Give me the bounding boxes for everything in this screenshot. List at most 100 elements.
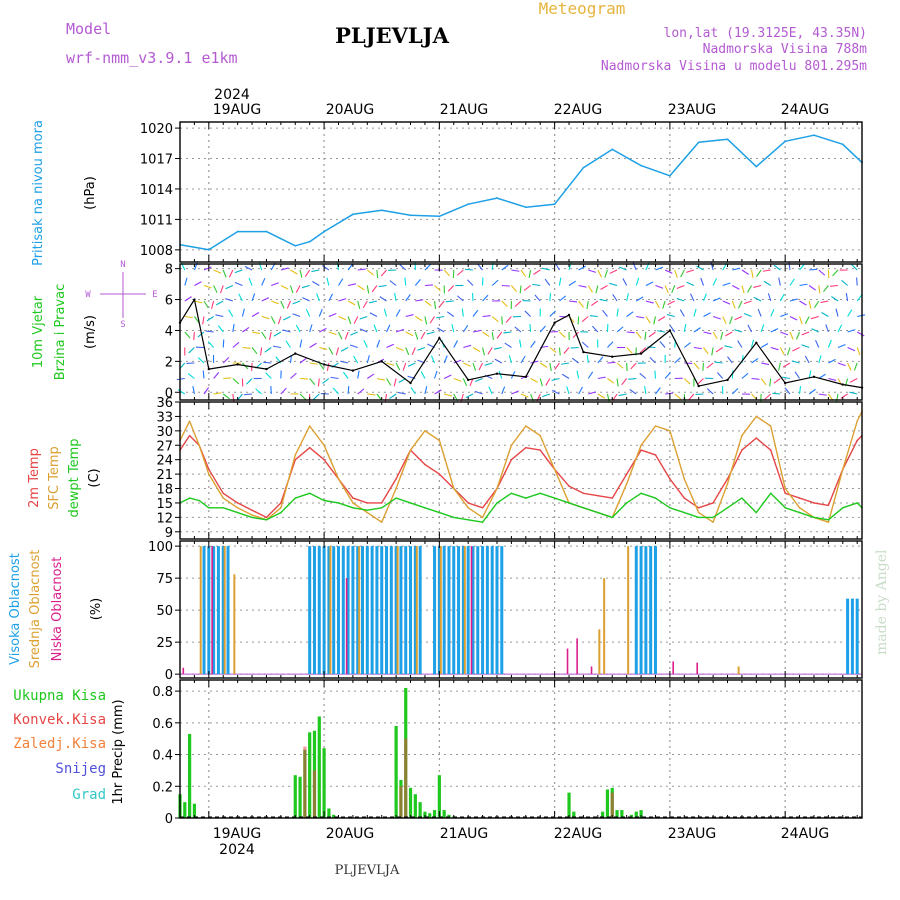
wind-arrow: [732, 267, 741, 271]
wind-arrow: [528, 269, 532, 278]
wind-arrow: [501, 300, 508, 308]
wind-arrow: [335, 347, 340, 356]
pressure-point: [697, 141, 700, 144]
temp-sfc-point: [188, 420, 191, 423]
wind-arrow: [700, 277, 705, 286]
wind-speed-point: [639, 352, 643, 355]
precip-convective-bar: [610, 792, 614, 818]
wind-arrow: [434, 285, 441, 292]
temp-2m-point: [294, 458, 297, 461]
wind-arrow: [544, 278, 551, 286]
temp-2m-point: [625, 473, 628, 475]
wind-arrow: [514, 326, 522, 333]
temp-2m-point: [568, 485, 570, 487]
wind-arrow: [821, 312, 829, 317]
temp-dewpt-point: [280, 511, 282, 514]
wind-arrow: [770, 308, 775, 317]
precip-total-bar: [639, 810, 643, 818]
temp-2m-point: [510, 458, 513, 461]
y-tick-label: 0: [165, 386, 173, 401]
wind-arrow: [261, 277, 266, 286]
wind-arrow: [328, 312, 337, 318]
wind-arrow: [263, 361, 272, 364]
pressure-point: [726, 138, 729, 141]
wind-arrow: [600, 285, 608, 290]
wind-arrow: [671, 285, 676, 294]
pressure-point: [496, 197, 498, 199]
wind-arrow: [566, 386, 570, 395]
wind-arrow: [482, 347, 486, 356]
wind-arrow: [496, 331, 503, 339]
wind-arrow: [549, 362, 552, 371]
wind-arrow: [747, 285, 753, 293]
wind-speed-point: [193, 298, 196, 301]
wind-arrow: [616, 362, 624, 369]
wind-arrow: [622, 278, 628, 286]
wind-arrow: [680, 269, 685, 278]
temp-dewpt-point: [409, 502, 412, 504]
wind-arrow: [482, 315, 491, 318]
wind-arrow: [213, 285, 218, 293]
wind-arrow: [405, 347, 410, 356]
temp-2m-line: [179, 434, 863, 519]
wind-arrow: [847, 309, 853, 317]
wind-arrow: [405, 331, 414, 337]
pressure-point: [380, 209, 383, 212]
wind-arrow: [309, 378, 316, 385]
pressure-point: [265, 230, 268, 233]
temp-unit: (C): [87, 468, 102, 487]
station-title: PLJEVLJA: [335, 23, 449, 48]
precip-total-bar: [572, 811, 576, 818]
wind-arrow: [462, 324, 469, 333]
wind-arrow: [389, 280, 397, 286]
pressure-point: [467, 203, 470, 206]
wind-arrow: [597, 356, 604, 364]
wind-arrow: [644, 331, 647, 341]
wind-speed-point: [697, 384, 700, 388]
wind-arrow: [482, 331, 490, 338]
wind-arrow: [405, 314, 414, 318]
temp-sfc-point: [755, 415, 758, 418]
wind-arrow: [357, 285, 365, 291]
temp-dewpt-point: [798, 511, 801, 514]
wind-arrow: [215, 300, 224, 306]
wind-arrow: [674, 357, 681, 364]
temp-dewpt-point: [568, 502, 570, 504]
wind-arrow: [630, 362, 637, 370]
temp-dewpt-point: [380, 506, 383, 509]
wind-arrow: [780, 331, 789, 336]
bottom-date-24aug: 24AUG: [781, 826, 830, 842]
temp-sfc-point: [308, 425, 311, 427]
y-tick-label: 50: [156, 604, 173, 619]
precip-total-bar: [601, 811, 605, 818]
wind-arrow: [795, 331, 801, 340]
temp-sfc-point: [697, 511, 700, 514]
temp-dewpt-point: [265, 518, 268, 521]
precip-convective-bar: [312, 770, 317, 818]
wind-arrow: [773, 264, 781, 271]
y-tick-label: 0: [165, 812, 173, 827]
wind-arrow: [662, 300, 666, 309]
wind-arrow: [524, 310, 531, 317]
wind-arrow: [386, 343, 395, 349]
temp-dewpt-point: [769, 492, 772, 495]
wind-arrow: [316, 293, 320, 302]
precip-total-bar: [183, 802, 187, 818]
wind-arrow: [217, 325, 224, 333]
wind-arrow: [368, 300, 378, 304]
precip-total-bar: [327, 808, 331, 818]
wind-arrow: [715, 347, 724, 353]
wind-arrow: [367, 373, 375, 379]
wind-arrow: [411, 347, 416, 356]
wind-arrow: [760, 378, 767, 386]
wind-arrow: [654, 370, 657, 379]
wind-arrow: [845, 293, 849, 302]
wind-arrow: [424, 386, 428, 395]
pressure-point: [668, 174, 671, 177]
wind-arrow: [683, 342, 691, 348]
wind-speed-point: [611, 355, 614, 358]
wind-arrow: [782, 362, 791, 368]
wind-arrow: [519, 285, 522, 294]
wind-arrow: [236, 393, 243, 401]
pressure-point: [236, 230, 239, 233]
